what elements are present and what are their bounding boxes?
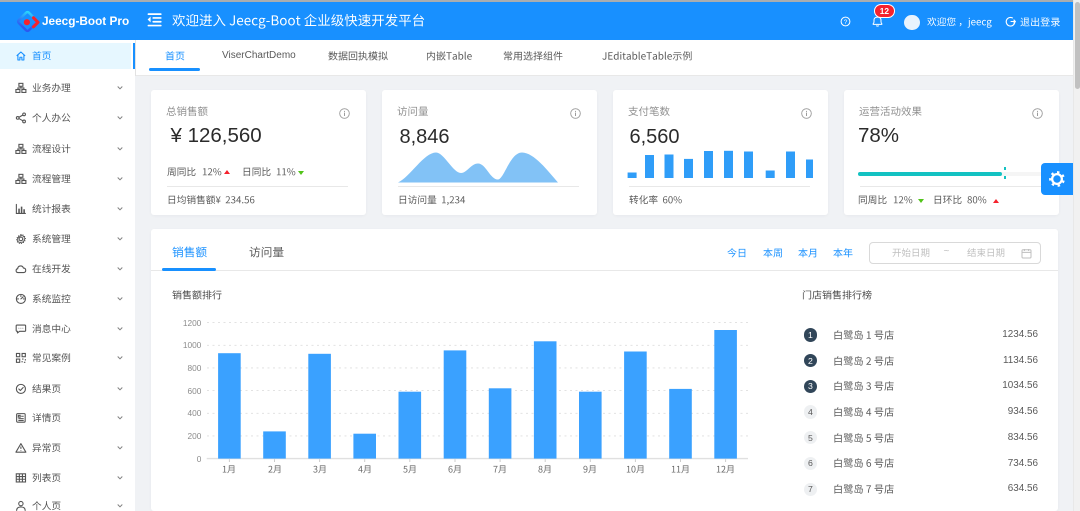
svg-text:?: ? bbox=[844, 19, 848, 26]
